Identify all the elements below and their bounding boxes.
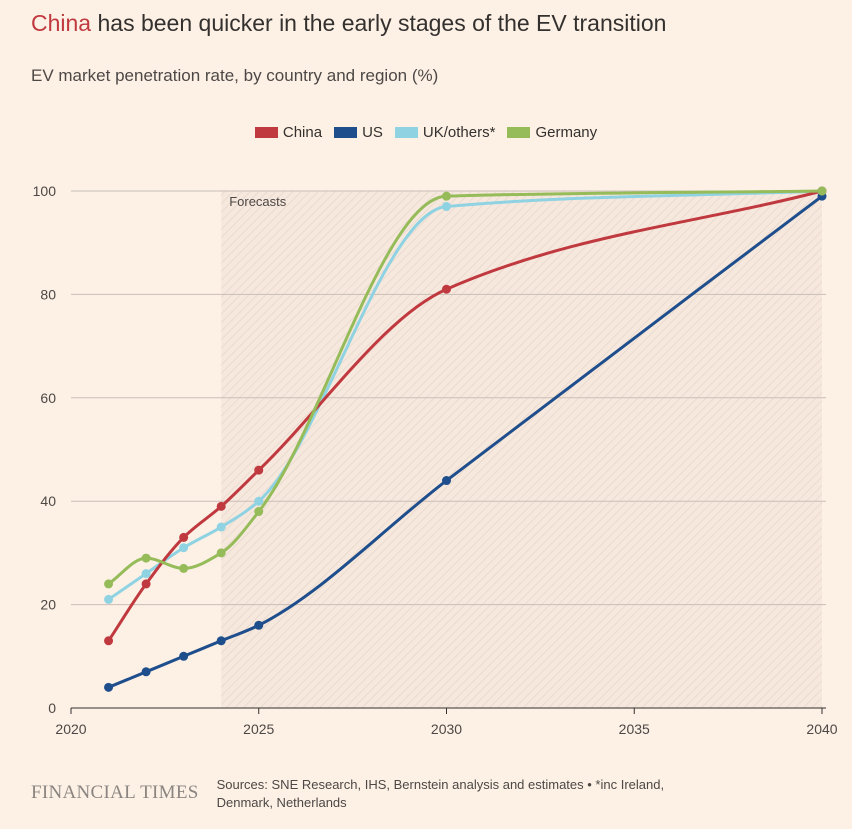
footer: FINANCIAL TIMES Sources: SNE Research, I… <box>31 776 717 812</box>
data-point-china <box>104 636 114 646</box>
data-point-us <box>442 476 451 486</box>
data-point-us <box>141 667 151 677</box>
legend-item-uk-others: UK/others* <box>394 124 496 141</box>
data-point-china <box>216 501 226 511</box>
data-point-germany <box>254 507 264 517</box>
data-point-uk-others <box>216 522 226 532</box>
data-point-uk-others <box>442 202 451 212</box>
x-tick-label: 2020 <box>55 721 86 737</box>
data-point-china <box>254 465 264 475</box>
y-tick-label: 40 <box>40 493 56 509</box>
data-point-uk-others <box>254 496 264 506</box>
legend-label: Germany <box>535 124 598 141</box>
x-tick-label: 2025 <box>243 721 274 737</box>
data-point-us <box>104 682 114 692</box>
x-tick-label: 2035 <box>619 721 650 737</box>
legend-label: UK/others* <box>422 124 496 141</box>
y-tick-label: 100 <box>33 183 57 199</box>
y-tick-label: 80 <box>40 286 56 302</box>
chart-subtitle: EV market penetration rate, by country a… <box>31 66 439 85</box>
chart-title: China has been quicker in the early stag… <box>31 10 666 37</box>
data-point-us <box>254 620 264 630</box>
x-tick-label: 2040 <box>806 721 837 737</box>
data-point-germany <box>179 563 189 573</box>
legend-item-china: China <box>254 124 323 141</box>
title-rest: has been quicker in the early stages of … <box>91 10 667 36</box>
legend-label: US <box>362 124 383 141</box>
data-point-china <box>141 579 151 589</box>
y-tick-label: 20 <box>40 597 56 613</box>
legend-swatch <box>394 127 418 138</box>
legend-item-us: US <box>334 124 383 141</box>
forecast-region <box>221 191 822 708</box>
data-point-germany <box>104 579 114 589</box>
data-point-us <box>216 636 226 646</box>
x-tick-label: 2030 <box>431 721 462 737</box>
legend-item-germany: Germany <box>507 124 597 141</box>
legend: China US UK/others* Germany <box>0 124 852 141</box>
y-tick-label: 0 <box>48 700 56 716</box>
data-point-germany <box>216 548 226 558</box>
sources-note: Sources: SNE Research, IHS, Bernstein an… <box>216 777 665 810</box>
data-point-germany <box>141 553 151 563</box>
data-point-us <box>179 651 189 661</box>
data-point-china <box>179 532 189 542</box>
y-tick-label: 60 <box>40 390 56 406</box>
data-point-germany <box>817 186 827 196</box>
data-point-uk-others <box>104 594 114 604</box>
ft-logo: FINANCIAL TIMES <box>31 782 199 803</box>
title-highlight: China <box>31 10 92 36</box>
legend-swatch <box>254 127 278 138</box>
legend-label: China <box>282 124 323 141</box>
legend-swatch <box>334 127 358 138</box>
data-point-uk-others <box>179 543 189 553</box>
series-line-germany <box>107 189 824 586</box>
data-point-germany <box>442 191 451 201</box>
data-point-uk-others <box>141 569 151 579</box>
forecast-label: Forecasts <box>229 194 287 209</box>
data-point-china <box>442 284 451 294</box>
legend-swatch <box>507 127 531 138</box>
